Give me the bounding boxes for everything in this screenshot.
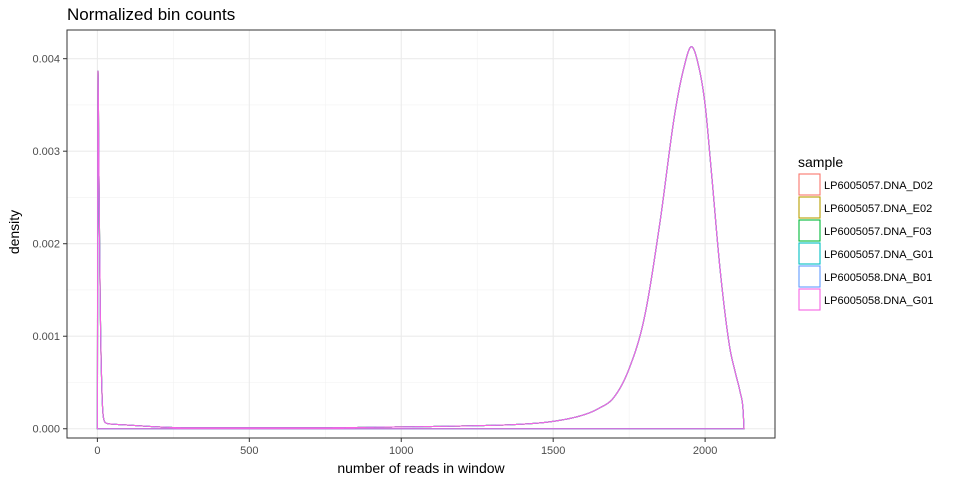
y-tick-label: 0.004 bbox=[32, 54, 60, 66]
y-axis: 0.000 0.001 0.002 0.003 0.004 bbox=[32, 54, 67, 436]
plot-panel bbox=[66, 29, 776, 439]
legend-label: LP6005057.DNA_D02 bbox=[824, 180, 933, 192]
y-tick-label: 0.001 bbox=[32, 331, 60, 343]
x-tick-label: 500 bbox=[240, 445, 258, 457]
density-curve-lp6005058-dna-g01 bbox=[96, 46, 745, 430]
x-tick-label: 2000 bbox=[693, 445, 717, 457]
legend-key bbox=[798, 173, 821, 196]
x-tick-label: 1000 bbox=[389, 445, 413, 457]
legend-key bbox=[798, 219, 821, 242]
legend-title: sample bbox=[798, 154, 843, 170]
legend-label: LP6005057.DNA_G01 bbox=[824, 249, 933, 261]
legend-items: LP6005057.DNA_D02 LP6005057.DNA_E02 LP6005… bbox=[798, 173, 933, 311]
series-curves bbox=[96, 46, 745, 430]
legend-key bbox=[798, 288, 821, 311]
y-tick-label: 0.003 bbox=[32, 146, 60, 158]
panel-background bbox=[67, 30, 775, 438]
legend-label: LP6005057.DNA_E02 bbox=[824, 203, 932, 215]
x-axis: 0 500 1000 1500 2000 bbox=[94, 438, 717, 457]
x-tick-label: 0 bbox=[94, 445, 100, 457]
legend-key bbox=[798, 265, 821, 288]
chart-title: Normalized bin counts bbox=[67, 5, 235, 24]
legend-label: LP6005058.DNA_B01 bbox=[824, 272, 932, 284]
x-tick-label: 1500 bbox=[541, 445, 565, 457]
legend: sample LP6005057.DNA_D02 LP6005057.DNA_E0… bbox=[798, 154, 933, 311]
legend-label: LP6005058.DNA_G01 bbox=[824, 295, 933, 307]
y-tick-label: 0.002 bbox=[32, 239, 60, 251]
legend-key bbox=[798, 196, 821, 219]
legend-label: LP6005057.DNA_F03 bbox=[824, 226, 932, 238]
y-axis-label: density bbox=[6, 210, 22, 254]
legend-key bbox=[798, 242, 821, 265]
minor-grid bbox=[67, 30, 775, 438]
y-tick-label: 0.000 bbox=[32, 424, 60, 436]
panel-border bbox=[66, 29, 776, 439]
x-axis-label: number of reads in window bbox=[337, 460, 505, 476]
